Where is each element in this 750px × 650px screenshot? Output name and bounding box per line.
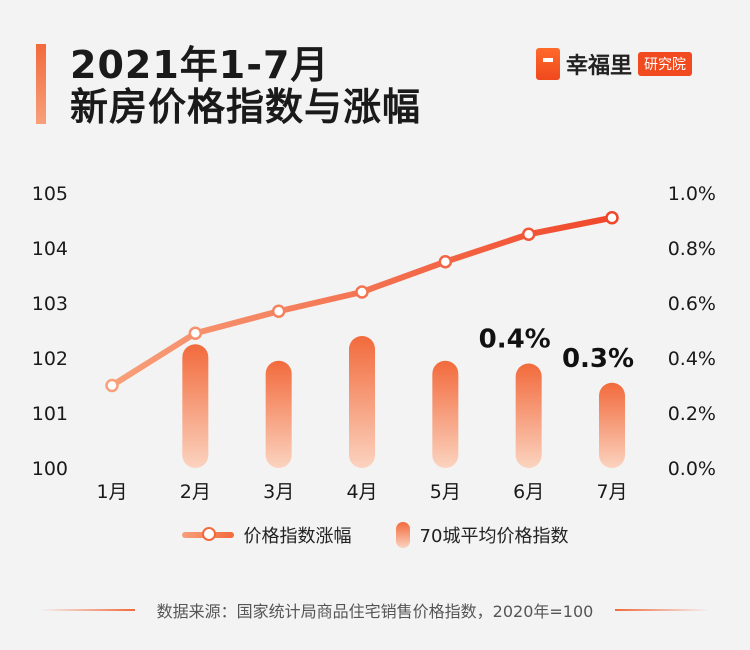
line-point bbox=[105, 378, 119, 393]
line-point bbox=[605, 211, 619, 225]
line-series bbox=[105, 211, 619, 393]
footer: 数据来源：国家统计局商品住宅销售价格指数，2020年=100 bbox=[0, 598, 750, 622]
line-point bbox=[521, 227, 536, 241]
y-left-tick-label: 102 bbox=[32, 348, 68, 370]
y-right-tick-label: 0.8% bbox=[668, 238, 716, 260]
line-point bbox=[271, 304, 286, 318]
y-axis-right: 0.0% 0.2% 0.4% 0.6% 0.8% 1.0% bbox=[668, 183, 716, 480]
legend-item-line: 价格指数涨幅 bbox=[181, 522, 352, 548]
annotations: 0.4% 0.3% bbox=[479, 325, 634, 374]
brand-mark-icon bbox=[536, 48, 560, 80]
x-tick-label: 6月 bbox=[513, 481, 544, 503]
bar-annotation: 0.3% bbox=[562, 344, 634, 374]
title-line-2: 新房价格指数与涨幅 bbox=[70, 85, 422, 129]
y-left-tick-label: 103 bbox=[32, 293, 68, 315]
bar bbox=[182, 344, 209, 468]
y-right-tick-label: 0.6% bbox=[668, 293, 716, 315]
line-point bbox=[438, 255, 453, 269]
footer-rule-right bbox=[615, 609, 711, 611]
brand-name: 幸福里 bbox=[566, 54, 633, 79]
brand-tag: 研究院 bbox=[638, 52, 693, 76]
bar bbox=[599, 382, 625, 468]
legend-bar-label: 70城平均价格指数 bbox=[419, 526, 569, 547]
y-left-tick-label: 101 bbox=[32, 403, 68, 425]
y-left-tick-label: 104 bbox=[32, 238, 68, 260]
x-tick-label: 4月 bbox=[346, 481, 377, 503]
x-tick-label: 5月 bbox=[430, 481, 461, 503]
x-tick-label: 1月 bbox=[96, 481, 127, 503]
y-right-tick-label: 1.0% bbox=[668, 183, 716, 205]
bar bbox=[265, 360, 292, 468]
bar bbox=[432, 360, 459, 468]
bar bbox=[515, 363, 542, 468]
x-axis: 1月 2月 3月 4月 5月 6月 7月 bbox=[96, 481, 627, 503]
bar-series bbox=[182, 336, 625, 468]
bar-annotation: 0.4% bbox=[479, 325, 551, 355]
line-point bbox=[188, 326, 203, 340]
legend-item-bar: 70城平均价格指数 bbox=[395, 522, 569, 548]
x-tick-label: 3月 bbox=[263, 481, 294, 503]
title-accent-bar bbox=[36, 44, 46, 124]
brand-logo: 幸福里 研究院 bbox=[536, 47, 693, 81]
legend-bar-swatch bbox=[395, 522, 410, 548]
y-left-tick-label: 105 bbox=[32, 183, 68, 205]
footer-rule-left bbox=[39, 609, 135, 611]
title-line-1: 2021年1-7月 bbox=[70, 43, 330, 87]
y-right-tick-label: 0.0% bbox=[668, 458, 716, 480]
x-tick-label: 7月 bbox=[596, 481, 627, 503]
legend-line-swatch bbox=[181, 527, 234, 541]
chart-title: 2021年1-7月 新房价格指数与涨幅 bbox=[70, 44, 421, 128]
y-right-tick-label: 0.2% bbox=[668, 403, 716, 425]
y-right-tick-label: 0.4% bbox=[668, 348, 716, 370]
y-left-tick-label: 100 bbox=[32, 458, 68, 480]
y-axis-left: 100 101 102 103 104 105 bbox=[32, 183, 68, 480]
bar bbox=[349, 336, 375, 468]
legend: 价格指数涨幅 70城平均价格指数 bbox=[0, 522, 750, 548]
line-point bbox=[355, 285, 369, 299]
x-tick-label: 2月 bbox=[180, 481, 211, 503]
data-source: 数据来源：国家统计局商品住宅销售价格指数，2020年=100 bbox=[156, 602, 594, 621]
legend-line-label: 价格指数涨幅 bbox=[243, 526, 352, 547]
